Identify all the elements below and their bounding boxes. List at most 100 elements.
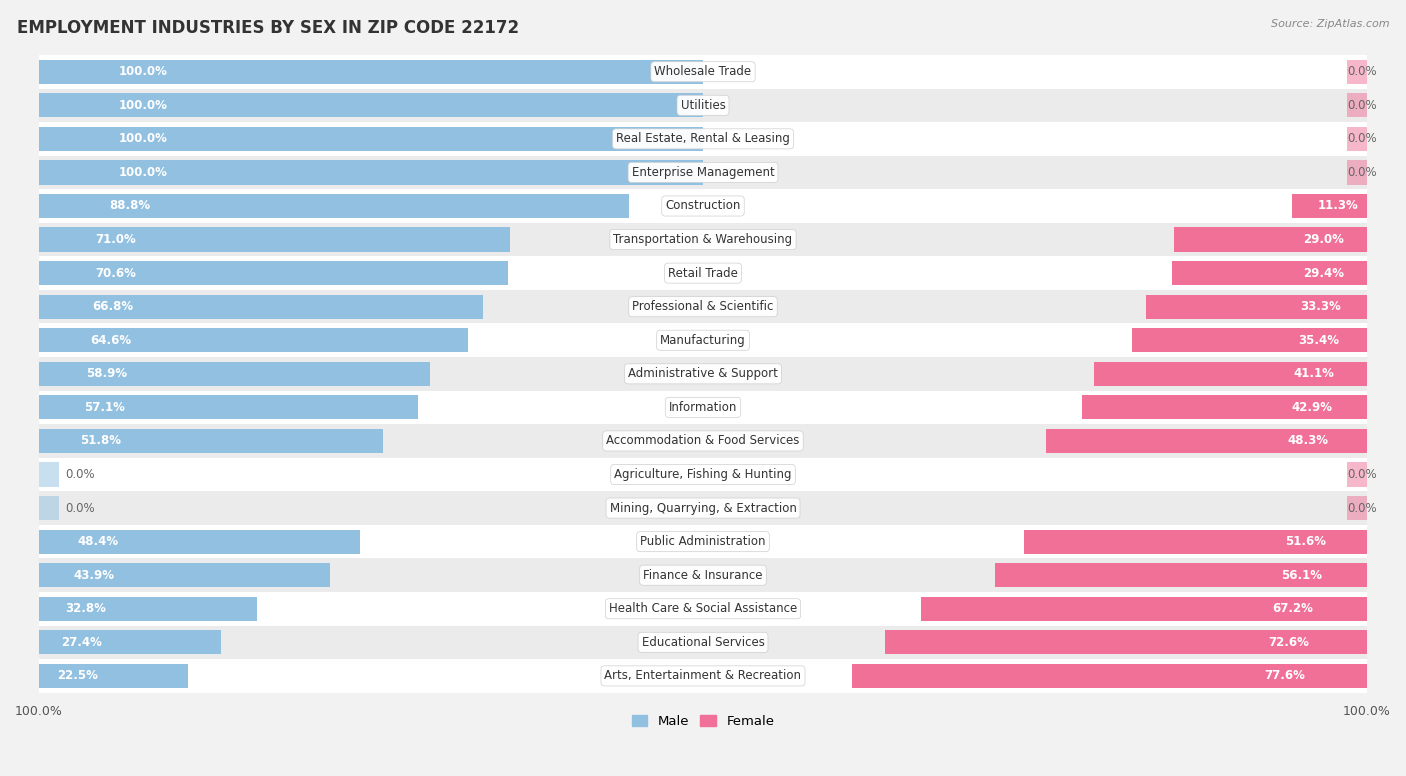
Text: 0.0%: 0.0% xyxy=(1347,99,1376,112)
Bar xyxy=(1146,295,1367,319)
Text: Accommodation & Food Services: Accommodation & Food Services xyxy=(606,435,800,448)
Bar xyxy=(39,491,1367,525)
Bar xyxy=(1292,194,1367,218)
Text: 100.0%: 100.0% xyxy=(118,65,167,78)
Bar xyxy=(39,357,1367,390)
Text: Agriculture, Fishing & Hunting: Agriculture, Fishing & Hunting xyxy=(614,468,792,481)
Bar xyxy=(1347,462,1367,487)
Bar xyxy=(39,256,1367,290)
Bar xyxy=(39,60,703,84)
Bar xyxy=(39,126,703,151)
Bar xyxy=(921,597,1367,621)
Bar xyxy=(1347,161,1367,185)
Text: 58.9%: 58.9% xyxy=(86,367,127,380)
Text: 0.0%: 0.0% xyxy=(1347,65,1376,78)
Text: 88.8%: 88.8% xyxy=(110,199,150,213)
Text: 43.9%: 43.9% xyxy=(75,569,115,582)
Text: Administrative & Support: Administrative & Support xyxy=(628,367,778,380)
Bar xyxy=(39,295,482,319)
Text: Real Estate, Rental & Leasing: Real Estate, Rental & Leasing xyxy=(616,133,790,145)
Text: Manufacturing: Manufacturing xyxy=(661,334,745,347)
Text: EMPLOYMENT INDUSTRIES BY SEX IN ZIP CODE 22172: EMPLOYMENT INDUSTRIES BY SEX IN ZIP CODE… xyxy=(17,19,519,37)
Text: 64.6%: 64.6% xyxy=(90,334,132,347)
Text: 66.8%: 66.8% xyxy=(93,300,134,314)
Text: Finance & Insurance: Finance & Insurance xyxy=(644,569,762,582)
Bar xyxy=(1083,395,1367,420)
Bar xyxy=(39,189,1367,223)
Bar xyxy=(39,424,1367,458)
Text: 48.3%: 48.3% xyxy=(1288,435,1329,448)
Bar xyxy=(1347,93,1367,117)
Text: 71.0%: 71.0% xyxy=(96,233,136,246)
Bar xyxy=(39,429,382,453)
Bar xyxy=(39,227,510,251)
Bar xyxy=(1094,362,1367,386)
Text: 32.8%: 32.8% xyxy=(65,602,105,615)
Bar xyxy=(1347,496,1367,520)
Bar xyxy=(39,122,1367,156)
Bar xyxy=(852,663,1367,688)
Text: 70.6%: 70.6% xyxy=(96,267,136,279)
Bar xyxy=(39,496,59,520)
Text: Construction: Construction xyxy=(665,199,741,213)
Bar xyxy=(39,328,468,352)
Text: 33.3%: 33.3% xyxy=(1299,300,1340,314)
Bar xyxy=(39,161,703,185)
Bar xyxy=(39,390,1367,424)
Bar xyxy=(1132,328,1367,352)
Text: Source: ZipAtlas.com: Source: ZipAtlas.com xyxy=(1271,19,1389,29)
Text: 35.4%: 35.4% xyxy=(1298,334,1339,347)
Bar xyxy=(39,194,628,218)
Text: Health Care & Social Assistance: Health Care & Social Assistance xyxy=(609,602,797,615)
Bar xyxy=(39,597,257,621)
Bar xyxy=(1174,227,1367,251)
Text: Enterprise Management: Enterprise Management xyxy=(631,166,775,179)
Bar xyxy=(994,563,1367,587)
Bar xyxy=(39,659,1367,693)
Bar xyxy=(39,559,1367,592)
Bar xyxy=(39,458,1367,491)
Text: 51.8%: 51.8% xyxy=(80,435,121,448)
Bar xyxy=(39,592,1367,625)
Bar xyxy=(39,223,1367,256)
Text: 77.6%: 77.6% xyxy=(1264,670,1305,682)
Bar xyxy=(39,462,59,487)
Text: 27.4%: 27.4% xyxy=(60,636,101,649)
Bar xyxy=(39,395,418,420)
Text: 41.1%: 41.1% xyxy=(1294,367,1334,380)
Text: Arts, Entertainment & Recreation: Arts, Entertainment & Recreation xyxy=(605,670,801,682)
Text: Retail Trade: Retail Trade xyxy=(668,267,738,279)
Text: Transportation & Warehousing: Transportation & Warehousing xyxy=(613,233,793,246)
Text: 48.4%: 48.4% xyxy=(77,535,118,548)
Bar xyxy=(39,93,703,117)
Bar xyxy=(39,529,360,554)
Bar xyxy=(1046,429,1367,453)
Bar xyxy=(39,324,1367,357)
Text: 56.1%: 56.1% xyxy=(1281,569,1323,582)
Bar xyxy=(39,88,1367,122)
Bar xyxy=(39,290,1367,324)
Bar xyxy=(39,55,1367,88)
Text: Utilities: Utilities xyxy=(681,99,725,112)
Text: 29.0%: 29.0% xyxy=(1303,233,1344,246)
Text: Professional & Scientific: Professional & Scientific xyxy=(633,300,773,314)
Text: Public Administration: Public Administration xyxy=(640,535,766,548)
Bar xyxy=(39,663,188,688)
Text: 100.0%: 100.0% xyxy=(118,166,167,179)
Text: 22.5%: 22.5% xyxy=(56,670,98,682)
Text: 0.0%: 0.0% xyxy=(66,468,96,481)
Text: Mining, Quarrying, & Extraction: Mining, Quarrying, & Extraction xyxy=(610,501,796,514)
Text: 67.2%: 67.2% xyxy=(1272,602,1313,615)
Bar xyxy=(39,156,1367,189)
Text: 72.6%: 72.6% xyxy=(1268,636,1309,649)
Bar xyxy=(1025,529,1367,554)
Text: Educational Services: Educational Services xyxy=(641,636,765,649)
Text: 57.1%: 57.1% xyxy=(84,401,125,414)
Bar xyxy=(39,563,330,587)
Text: 51.6%: 51.6% xyxy=(1285,535,1326,548)
Text: 0.0%: 0.0% xyxy=(1347,133,1376,145)
Bar xyxy=(1347,126,1367,151)
Bar xyxy=(884,630,1367,654)
Bar xyxy=(1347,60,1367,84)
Text: 0.0%: 0.0% xyxy=(1347,468,1376,481)
